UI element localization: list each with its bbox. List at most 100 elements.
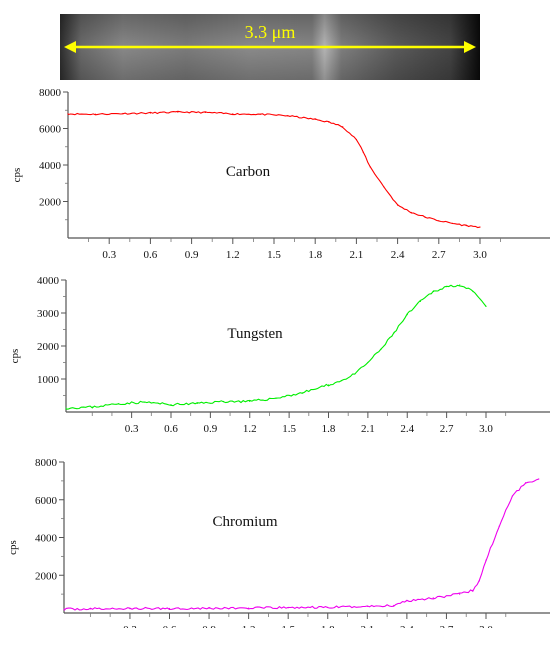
x-tick-label: 1.8 <box>322 423 336 435</box>
carbon-point <box>67 113 69 115</box>
x-tick-label: 1.2 <box>242 624 256 628</box>
tungsten-point <box>249 400 251 403</box>
tungsten-point <box>275 397 277 399</box>
carbon-point <box>451 222 454 224</box>
tungsten-point <box>406 314 408 316</box>
carbon-point <box>177 111 179 113</box>
tungsten-point <box>327 384 330 386</box>
x-tick-label: 2.4 <box>391 249 405 261</box>
chromium-series-title: Chromium <box>212 514 277 530</box>
tungsten-point <box>170 404 172 406</box>
chromium-point <box>366 605 368 607</box>
y-tick-label: 4000 <box>37 275 60 287</box>
carbon-point <box>232 113 234 115</box>
chromium-point <box>432 597 434 599</box>
tungsten-point <box>65 407 67 409</box>
carbon-point <box>149 112 151 114</box>
chromium-point <box>168 607 171 610</box>
y-tick-label: 6000 <box>35 495 58 507</box>
tungsten-point <box>446 286 448 288</box>
chromium-point <box>248 607 250 609</box>
x-tick-label: 1.2 <box>243 423 257 435</box>
x-tick-label: 3.0 <box>479 423 493 435</box>
tungsten-point <box>354 373 356 375</box>
chromium-point <box>498 525 500 527</box>
carbon-point <box>479 226 481 228</box>
y-tick-label: 2000 <box>39 197 62 209</box>
carbon-point <box>383 186 385 188</box>
tungsten-point <box>393 332 395 334</box>
carbon-point <box>397 204 399 206</box>
carbon-point <box>328 121 330 123</box>
x-tick-label: 2.7 <box>432 249 446 261</box>
tungsten-point <box>367 361 369 364</box>
carbon-point <box>287 115 289 117</box>
carbon-point <box>362 151 364 153</box>
y-tick-label: 3000 <box>37 308 60 320</box>
x-tick-label: 1.2 <box>226 249 240 261</box>
tungsten-point <box>432 290 435 293</box>
tungsten-point <box>144 401 146 403</box>
tungsten-point <box>485 305 487 307</box>
x-tick-label: 0.6 <box>144 249 158 261</box>
y-axis-label: cps <box>11 168 23 183</box>
carbon-point <box>424 216 426 218</box>
y-tick-label: 1000 <box>37 374 60 386</box>
tungsten-point <box>341 380 343 382</box>
chromium-point <box>459 593 461 595</box>
x-tick-label: 1.8 <box>321 624 335 628</box>
chromium-point <box>511 495 513 497</box>
x-tick-label: 3.0 <box>479 624 493 628</box>
carbon-point <box>342 126 344 128</box>
chromium-point <box>472 589 474 591</box>
y-tick-label: 2000 <box>37 341 60 353</box>
x-tick-label: 1.5 <box>282 423 296 435</box>
tungsten-point <box>301 392 303 394</box>
x-tick-label: 0.9 <box>204 423 218 435</box>
y-tick-label: 6000 <box>39 124 62 136</box>
chromium-point <box>393 604 395 607</box>
scale-bar-label: 3.3 μm <box>245 22 296 42</box>
tungsten-point <box>222 400 225 403</box>
x-tick-label: 2.1 <box>360 624 374 628</box>
carbon-point <box>438 220 440 222</box>
x-tick-label: 0.6 <box>163 624 177 628</box>
scale-bar <box>64 41 476 53</box>
carbon-point <box>204 111 206 114</box>
tungsten-line <box>65 284 487 410</box>
chromium-point <box>485 559 487 561</box>
chromium-line <box>63 478 539 611</box>
tungsten-series-title: Tungsten <box>227 326 283 342</box>
x-tick-label: 0.6 <box>164 423 178 435</box>
x-tick-label: 0.3 <box>123 624 137 628</box>
x-tick-label: 2.7 <box>440 423 454 435</box>
x-tick-label: 3.0 <box>473 249 487 261</box>
chromium-point <box>129 608 131 610</box>
y-axis-label: cps <box>7 540 19 555</box>
x-tick-label: 0.9 <box>185 249 199 261</box>
y-tick-label: 4000 <box>35 533 58 545</box>
y-axis-label: cps <box>9 349 21 364</box>
carbon-chart: 2000 4000 6000 8000 0.3 0.6 0.9 1.2 1.5 1.8 2.1 2.4… <box>11 87 550 261</box>
tungsten-point <box>91 406 93 408</box>
carbon-point <box>259 113 261 115</box>
x-tick-label: 2.4 <box>400 423 414 435</box>
chromium-point <box>63 608 65 610</box>
chromium-point <box>406 600 408 602</box>
x-tick-label: 1.8 <box>308 249 322 261</box>
chromium-point <box>538 478 540 480</box>
tungsten-point <box>472 290 474 293</box>
tungsten-point <box>459 284 461 286</box>
carbon-line <box>67 110 481 229</box>
carbon-point <box>369 166 371 168</box>
x-tick-label: 0.3 <box>125 423 139 435</box>
chromium-point <box>478 580 481 582</box>
carbon-series-title: Carbon <box>226 164 271 180</box>
chromium-point <box>89 608 91 610</box>
x-tick-label: 2.1 <box>350 249 364 261</box>
chromium-point <box>524 482 527 484</box>
x-tick-label: 2.7 <box>440 624 454 628</box>
x-tick-label: 1.5 <box>281 624 295 628</box>
x-tick-label: 0.9 <box>202 624 216 628</box>
chromium-point <box>287 607 289 609</box>
